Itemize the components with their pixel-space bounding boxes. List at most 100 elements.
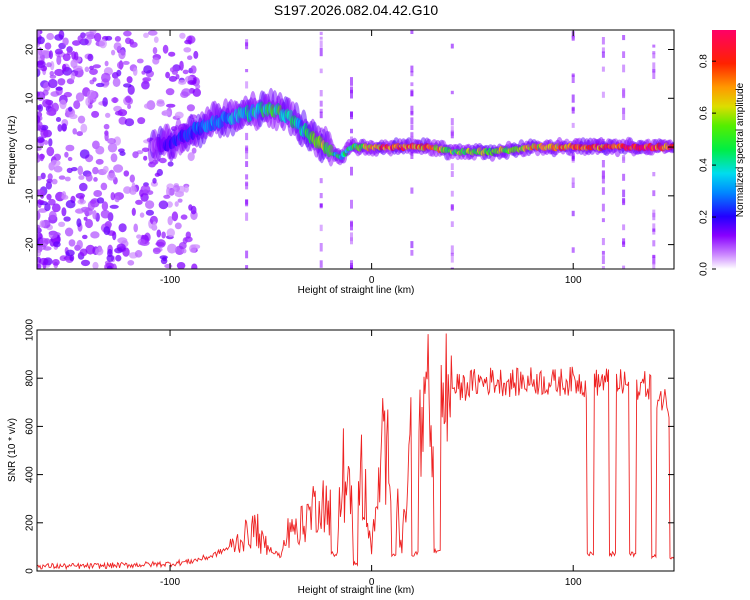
heatmap-streak-cell [571, 74, 575, 83]
heatmap-noise-cell [118, 49, 126, 60]
heatmap-streak-cell [410, 71, 414, 77]
heatmap-noise-cell [85, 97, 91, 106]
heatmap-y-tick-label: 20 [25, 44, 36, 56]
snr-x-label: Height of straight line (km) [298, 585, 415, 596]
heatmap-streak-cell [319, 40, 323, 48]
heatmap-noise-cell [37, 176, 42, 181]
heatmap-noise-cell [166, 201, 173, 208]
heatmap-streak-cell [245, 161, 249, 167]
heatmap-noise-cell [163, 194, 171, 199]
heatmap-cells [37, 30, 674, 269]
heatmap-noise-cell [85, 244, 96, 255]
heatmap-noise-cell [162, 256, 167, 262]
heatmap-noise-cell [136, 58, 144, 64]
heatmap-streak-cell [652, 71, 656, 79]
heatmap-streak-cell [319, 47, 323, 57]
heatmap-noise-cell [51, 203, 61, 213]
heatmap-x-label: Height of straight line (km) [298, 285, 415, 296]
heatmap-noise-cell [55, 117, 62, 122]
heatmap-streak-cell [245, 265, 249, 269]
heatmap-noise-cell [179, 60, 184, 71]
heatmap-streak-cell [601, 266, 605, 269]
heatmap-streak-cell [410, 90, 414, 97]
heatmap-noise-cell [167, 216, 173, 226]
heatmap-noise-cell [93, 190, 103, 197]
heatmap-noise-cell [143, 32, 149, 38]
heatmap-streak-cell [410, 135, 414, 143]
heatmap-noise-cell [92, 64, 101, 69]
heatmap-noise-cell [70, 71, 76, 81]
heatmap-noise-cell [95, 82, 105, 88]
heatmap-noise-cell [158, 200, 169, 210]
heatmap-noise-cell [58, 175, 66, 180]
heatmap-noise-cell [158, 157, 167, 164]
heatmap-noise-cell [47, 173, 53, 181]
heatmap-streak-cell [410, 250, 414, 256]
heatmap-streak-cell [450, 221, 454, 227]
heatmap-y-tick-label: 10 [25, 92, 36, 104]
heatmap-noise-cell [183, 47, 192, 53]
heatmap-noise-cell [40, 128, 49, 139]
heatmap-noise-cell [46, 146, 55, 157]
heatmap-streak-cell [601, 170, 605, 178]
heatmap-noise-cell [83, 216, 88, 221]
heatmap-noise-cell [132, 67, 138, 76]
heatmap-noise-cell [152, 47, 158, 55]
heatmap-noise-cell [179, 32, 186, 39]
heatmap-noise-cell [112, 77, 121, 87]
heatmap-noise-cell [37, 263, 42, 269]
heatmap-noise-cell [37, 104, 44, 112]
heatmap-streak-cell [622, 189, 626, 198]
heatmap-noise-cell [133, 223, 138, 233]
heatmap-noise-cell [177, 198, 183, 203]
heatmap-noise-cell [184, 39, 192, 45]
heatmap-streak-cell [652, 254, 656, 258]
heatmap-noise-cell [64, 227, 74, 237]
heatmap-streak-cell [410, 117, 414, 125]
heatmap-noise-cell [122, 60, 130, 65]
heatmap-streak-cell [245, 250, 249, 259]
heatmap-noise-cell [186, 104, 195, 112]
snr-x-ticks: -100 0 100 [160, 330, 582, 588]
heatmap-streak-cell [601, 37, 605, 45]
heatmap-streak-cell [410, 30, 414, 34]
heatmap-streak-cell [350, 89, 353, 99]
heatmap-noise-cell [123, 170, 130, 177]
heatmap-streak-cell [571, 35, 575, 40]
heatmap-noise-cell [61, 63, 67, 72]
heatmap-noise-cell [125, 95, 132, 103]
heatmap-noise-cell [64, 176, 71, 182]
heatmap-streak-cell [652, 223, 656, 232]
heatmap-noise-cell [101, 201, 109, 211]
heatmap-streak-cell [601, 66, 605, 72]
heatmap-streak-cell [450, 205, 454, 211]
heatmap-streak-cell [410, 65, 414, 73]
heatmap-streak-cell [245, 145, 249, 151]
heatmap-noise-cell [37, 68, 41, 77]
heatmap-noise-cell [39, 220, 46, 228]
heatmap-noise-cell [123, 186, 132, 194]
heatmap-noise-cell [166, 228, 175, 238]
heatmap-noise-cell [63, 91, 72, 98]
heatmap-streak-cell [350, 166, 353, 176]
heatmap-noise-cell [100, 209, 111, 219]
heatmap-noise-cell [59, 99, 67, 110]
heatmap-noise-cell [37, 146, 42, 151]
heatmap-noise-cell [77, 115, 86, 124]
heatmap-noise-cell [65, 144, 75, 152]
heatmap-noise-cell [107, 172, 116, 181]
heatmap-noise-cell [114, 36, 121, 42]
heatmap-streak-cell [350, 260, 353, 265]
heatmap-streak-cell [601, 175, 605, 184]
heatmap-noise-cell [67, 156, 73, 162]
heatmap-noise-cell [73, 100, 81, 110]
heatmap-streak-cell [245, 212, 249, 221]
heatmap-noise-cell [174, 222, 182, 230]
heatmap-noise-cell [184, 185, 189, 193]
heatmap-noise-cell [82, 234, 88, 240]
heatmap-streak-cell [245, 42, 249, 50]
heatmap-noise-cell [145, 209, 154, 216]
snr-y-tick-label: 600 [25, 418, 36, 435]
snr-panel: -100 0 100 0 200 400 600 800 1000 Height of str… [7, 318, 675, 596]
